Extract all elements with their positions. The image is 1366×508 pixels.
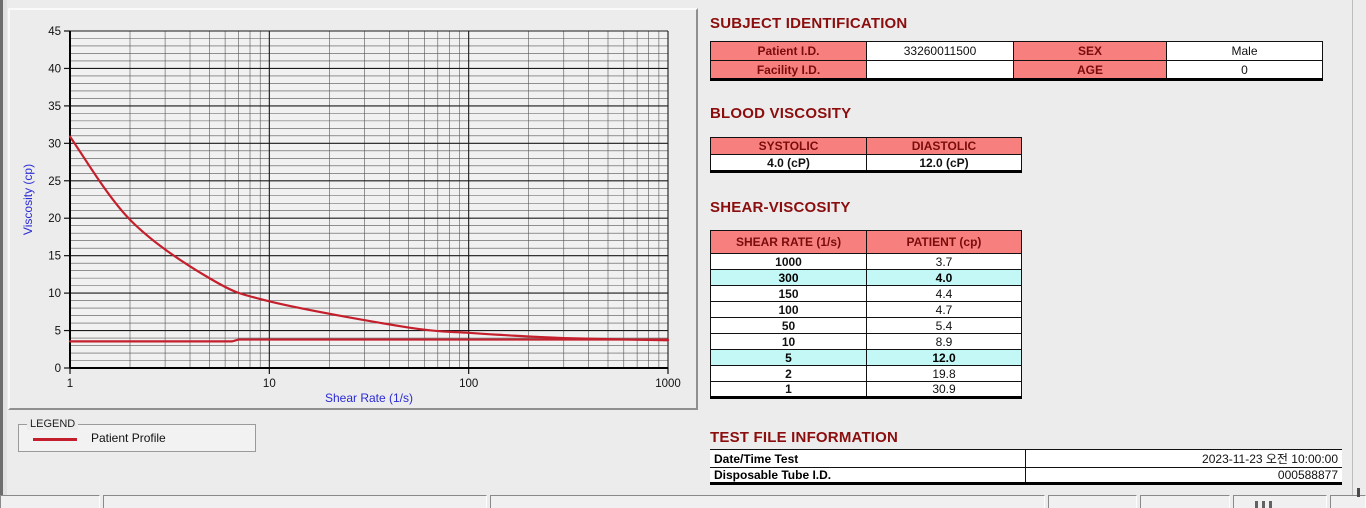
facility-id-value xyxy=(866,60,1014,81)
systolic-header: SYSTOLIC xyxy=(710,137,867,155)
svg-text:35: 35 xyxy=(48,101,61,113)
section-title-blood-viscosity: BLOOD VISCOSITY xyxy=(710,105,852,122)
shear-viscosity-chart: 0 5 10 15 20 25 30 35 40 45 1 10 100 1000 Shear Rate (… xyxy=(21,26,681,405)
sex-value: Male xyxy=(1166,41,1323,61)
table-row: 1 30.9 xyxy=(710,381,1022,399)
age-label: AGE xyxy=(1013,60,1167,81)
table-row-highlighted: 5 12.0 xyxy=(710,349,1022,366)
table-row: 100 4.7 xyxy=(710,301,1022,318)
section-title-subject-identification: SUBJECT IDENTIFICATION xyxy=(710,15,908,32)
viscosity-cell: 12.0 xyxy=(866,349,1022,366)
table-row: Date/Time Test 2023-11-23 오전 10:00:00 xyxy=(710,449,1342,468)
viscosity-chart-panel: 0 5 10 15 20 25 30 35 40 45 1 10 100 1000 Shear Rate (… xyxy=(8,8,698,410)
shear-rate-cell: 2 xyxy=(710,365,867,382)
table-row: 1000 3.7 xyxy=(710,253,1022,270)
svg-text:1: 1 xyxy=(67,378,73,390)
svg-text:5: 5 xyxy=(55,326,61,338)
shear-rate-cell: 150 xyxy=(710,285,867,302)
statusbar-segment[interactable] xyxy=(1233,495,1327,508)
table-row: 150 4.4 xyxy=(710,285,1022,302)
svg-text:40: 40 xyxy=(48,63,61,75)
svg-text:45: 45 xyxy=(48,26,61,38)
viscosity-cell: 4.4 xyxy=(866,285,1022,302)
viscosity-cell: 19.8 xyxy=(866,365,1022,382)
diastolic-value: 12.0 (cP) xyxy=(866,154,1022,173)
table-row: 50 5.4 xyxy=(710,317,1022,334)
left-edge-bevel xyxy=(3,0,7,508)
legend-series-label: Patient Profile xyxy=(91,431,166,445)
svg-text:100: 100 xyxy=(459,378,478,390)
shear-rate-cell: 1000 xyxy=(710,253,867,270)
age-value: 0 xyxy=(1166,60,1323,81)
date-time-test-value: 2023-11-23 오전 10:00:00 xyxy=(1025,449,1342,468)
corner-mark xyxy=(1357,488,1360,497)
date-time-test-label: Date/Time Test xyxy=(710,449,1026,468)
shear-rate-cell: 5 xyxy=(710,349,867,366)
viscosity-cell: 30.9 xyxy=(866,381,1022,399)
shear-rate-cell: 50 xyxy=(710,317,867,334)
shear-rate-cell: 100 xyxy=(710,301,867,318)
facility-id-label: Facility I.D. xyxy=(710,60,867,81)
statusbar-segment[interactable] xyxy=(103,495,487,508)
statusbar-segment[interactable] xyxy=(0,495,100,508)
left-edge-strip xyxy=(0,0,3,508)
svg-text:20: 20 xyxy=(48,213,61,225)
table-row-highlighted: 300 4.0 xyxy=(710,269,1022,286)
viscosity-cell: 5.4 xyxy=(866,317,1022,334)
shear-rate-header: SHEAR RATE (1/s) xyxy=(710,230,867,254)
svg-text:10: 10 xyxy=(263,378,276,390)
viscosity-cell: 4.7 xyxy=(866,301,1022,318)
table-row: 10 8.9 xyxy=(710,333,1022,350)
disposable-tube-id-value: 000588877 xyxy=(1025,467,1342,485)
table-row: 2 19.8 xyxy=(710,365,1022,382)
svg-text:Shear Rate (1/s): Shear Rate (1/s) xyxy=(325,391,413,405)
statusbar-segment[interactable] xyxy=(1140,495,1230,508)
table-row: 4.0 (cP) 12.0 (cP) xyxy=(710,154,1022,173)
svg-text:15: 15 xyxy=(48,251,61,263)
viscosity-cell: 4.0 xyxy=(866,269,1022,286)
subject-identification-table: Patient I.D. 33260011500 SEX Male Facili… xyxy=(710,41,1323,81)
section-title-shear-viscosity: SHEAR-VISCOSITY xyxy=(710,199,851,216)
table-row: Disposable Tube I.D. 000588877 xyxy=(710,467,1342,485)
svg-text:10: 10 xyxy=(48,288,61,300)
shear-rate-cell: 300 xyxy=(710,269,867,286)
svg-text:30: 30 xyxy=(48,138,61,150)
svg-text:0: 0 xyxy=(55,363,61,375)
chart-legend: LEGEND Patient Profile xyxy=(18,418,256,452)
statusbar-segment[interactable] xyxy=(490,495,1045,508)
table-row: Patient I.D. 33260011500 SEX Male xyxy=(710,41,1323,61)
clipped-text-fragment xyxy=(1255,501,1275,508)
diastolic-header: DIASTOLIC xyxy=(866,137,1022,155)
patient-cp-header: PATIENT (cp) xyxy=(866,230,1022,254)
table-row: SHEAR RATE (1/s) PATIENT (cp) xyxy=(710,230,1022,254)
svg-text:25: 25 xyxy=(48,176,61,188)
systolic-value: 4.0 (cP) xyxy=(710,154,867,173)
right-edge-line xyxy=(1352,0,1353,496)
statusbar-segment[interactable] xyxy=(1330,495,1366,508)
shear-rate-cell: 10 xyxy=(710,333,867,350)
svg-text:Viscosity (cp): Viscosity (cp) xyxy=(21,164,35,235)
table-row: SYSTOLIC DIASTOLIC xyxy=(710,137,1022,155)
shear-viscosity-table: SHEAR RATE (1/s) PATIENT (cp) 1000 3.7 30… xyxy=(710,230,1022,399)
sex-label: SEX xyxy=(1013,41,1167,61)
legend-title: LEGEND xyxy=(27,418,79,430)
legend-line-sample xyxy=(33,438,77,441)
viscosity-cell: 8.9 xyxy=(866,333,1022,350)
section-title-test-file-information: TEST FILE INFORMATION xyxy=(710,429,899,446)
patient-id-value: 33260011500 xyxy=(866,41,1014,61)
disposable-tube-id-label: Disposable Tube I.D. xyxy=(710,467,1026,485)
shear-rate-cell: 1 xyxy=(710,381,867,399)
statusbar-segment[interactable] xyxy=(1048,495,1137,508)
patient-id-label: Patient I.D. xyxy=(710,41,867,61)
viscosity-cell: 3.7 xyxy=(866,253,1022,270)
table-row: Facility I.D. AGE 0 xyxy=(710,60,1323,81)
test-file-information-table: Date/Time Test 2023-11-23 오전 10:00:00 Di… xyxy=(710,449,1342,485)
svg-text:1000: 1000 xyxy=(655,378,681,390)
blood-viscosity-table: SYSTOLIC DIASTOLIC 4.0 (cP) 12.0 (cP) xyxy=(710,137,1022,173)
